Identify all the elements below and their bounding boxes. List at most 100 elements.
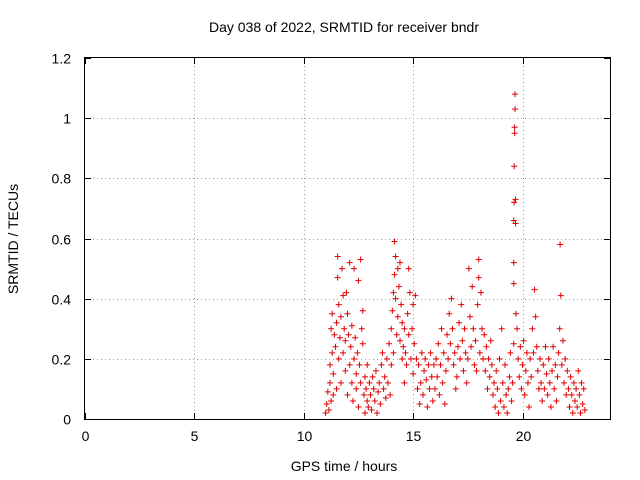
plot-frame <box>84 57 611 420</box>
data-point <box>412 292 419 299</box>
data-point <box>439 379 446 386</box>
data-point <box>510 340 517 347</box>
data-point <box>392 253 399 260</box>
y-tick-label: 1.2 <box>52 51 72 67</box>
data-point <box>389 307 396 314</box>
data-point <box>456 319 463 326</box>
data-point <box>489 391 496 398</box>
data-point <box>460 367 467 374</box>
data-point <box>382 394 389 401</box>
data-point <box>342 337 349 344</box>
axis-ticks <box>85 58 610 420</box>
data-point <box>537 355 543 362</box>
data-point <box>407 355 414 362</box>
data-point <box>531 286 538 293</box>
data-point <box>410 370 417 377</box>
data-point <box>381 373 388 380</box>
data-point <box>556 325 563 332</box>
data-point <box>523 349 530 356</box>
x-tick-label: 15 <box>406 428 422 444</box>
data-point <box>495 409 502 416</box>
data-point <box>388 361 395 368</box>
data-point <box>339 265 346 272</box>
data-point <box>335 355 342 362</box>
data-point <box>442 367 449 374</box>
data-point <box>330 370 337 377</box>
data-point <box>416 400 423 407</box>
data-point <box>544 391 551 398</box>
y-tick-label: 0.4 <box>52 292 72 308</box>
data-point <box>355 277 362 284</box>
data-point <box>422 355 429 362</box>
data-point <box>451 349 458 356</box>
data-point <box>390 289 397 296</box>
data-point <box>449 325 456 332</box>
data-point <box>413 355 420 362</box>
data-point <box>577 409 584 416</box>
data-point <box>538 379 545 386</box>
data-point <box>397 259 403 266</box>
data-point <box>353 370 360 377</box>
data-point <box>552 361 559 368</box>
data-point <box>383 355 390 362</box>
data-point <box>565 385 572 392</box>
data-point <box>539 397 546 404</box>
data-point <box>498 325 505 332</box>
data-point <box>335 301 342 308</box>
data-point <box>533 343 540 350</box>
data-point <box>486 373 493 380</box>
data-point <box>524 379 531 386</box>
data-point <box>535 385 542 392</box>
data-point <box>512 91 519 98</box>
data-point <box>332 343 339 350</box>
data-point <box>473 367 480 374</box>
data-point <box>465 265 472 272</box>
data-point <box>432 385 438 392</box>
data-point <box>369 373 376 380</box>
data-point <box>567 373 574 380</box>
data-point <box>352 334 359 341</box>
data-point <box>481 331 488 338</box>
data-point <box>367 391 374 398</box>
x-tick-label: 0 <box>82 428 90 444</box>
data-point <box>333 385 340 392</box>
data-point <box>520 337 527 344</box>
data-point <box>330 391 337 398</box>
x-tick-label: 20 <box>516 428 532 444</box>
data-point <box>472 337 479 344</box>
data-point <box>470 325 477 332</box>
data-point <box>387 391 394 398</box>
data-point <box>518 385 525 392</box>
data-point <box>394 313 401 320</box>
x-tick-labels: 0 5 10 15 20 <box>82 428 532 444</box>
data-point <box>329 310 336 317</box>
data-point <box>334 274 341 281</box>
data-point <box>427 349 434 356</box>
data-point <box>324 388 331 395</box>
data-point <box>482 367 489 374</box>
data-point <box>511 130 518 137</box>
data-point <box>551 385 558 392</box>
data-point <box>484 385 491 392</box>
data-point <box>528 373 535 380</box>
data-point <box>391 238 398 245</box>
data-point <box>510 217 517 224</box>
data-point <box>468 343 475 350</box>
data-point <box>391 271 398 278</box>
data-point <box>329 349 336 356</box>
data-point <box>360 391 367 398</box>
data-point <box>553 397 560 404</box>
data-point <box>547 403 554 410</box>
data-point <box>428 373 435 380</box>
data-point <box>438 325 445 332</box>
data-point <box>357 379 364 386</box>
data-point <box>512 220 519 227</box>
data-point <box>550 343 557 350</box>
data-point <box>405 265 412 272</box>
data-point <box>405 331 412 338</box>
data-point <box>440 349 447 356</box>
data-point <box>492 403 499 410</box>
y-tick-label: 0.8 <box>52 171 72 187</box>
data-point <box>563 391 570 398</box>
x-axis-title: GPS time / hours <box>291 458 398 474</box>
